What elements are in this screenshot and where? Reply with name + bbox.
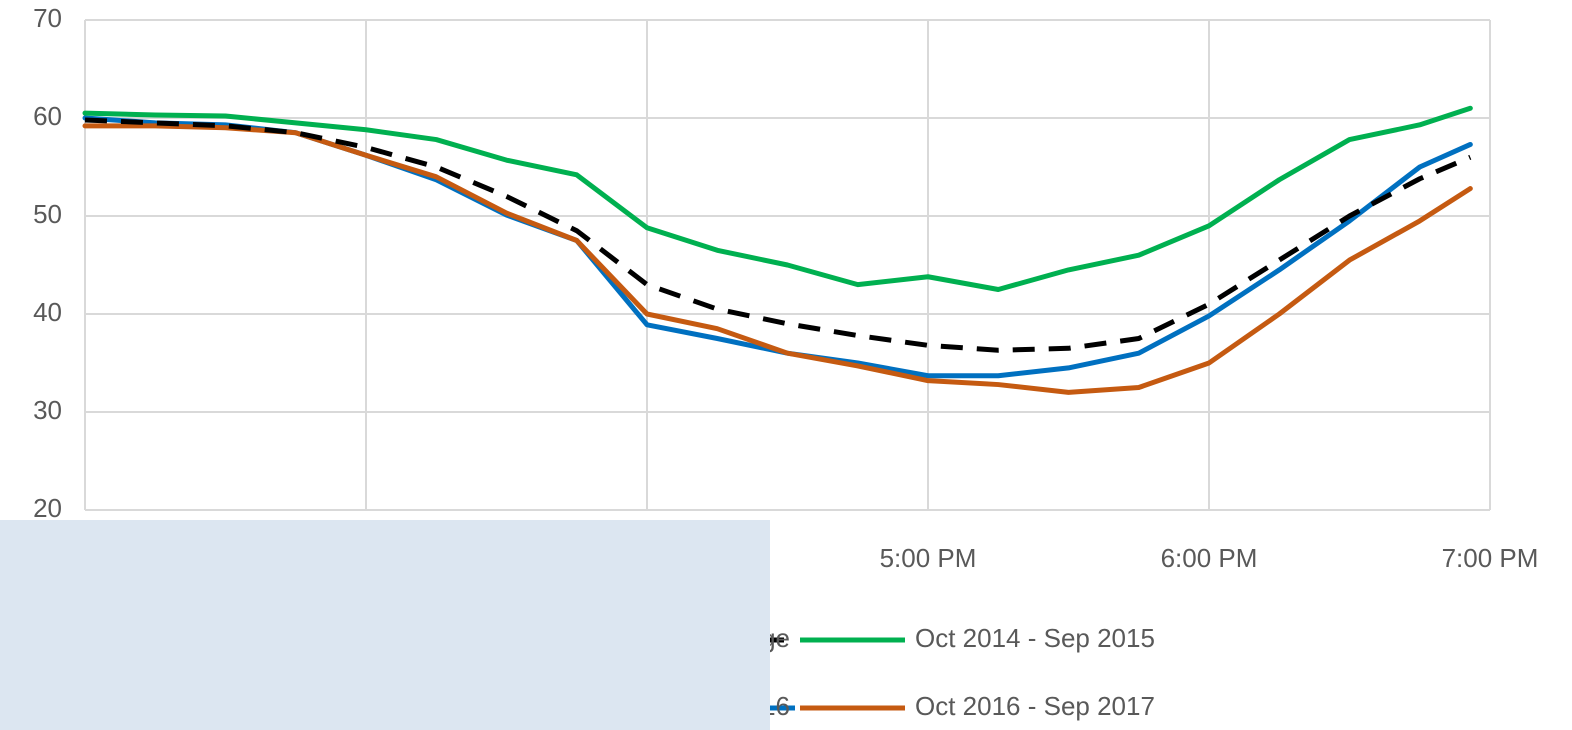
series-line bbox=[82, 123, 1473, 395]
y-tick-label: 30 bbox=[33, 395, 62, 425]
x-tick-label: 7:00 PM bbox=[1442, 543, 1539, 573]
series-line bbox=[82, 115, 1473, 379]
legend-label: Oct 2014 - Sep 2015 bbox=[915, 623, 1155, 653]
y-tick-label: 60 bbox=[33, 101, 62, 131]
series-line bbox=[84, 117, 1472, 353]
y-tick-label: 50 bbox=[33, 199, 62, 229]
y-tick-label: 70 bbox=[33, 3, 62, 33]
y-tick-label: 20 bbox=[33, 493, 62, 523]
x-tick-label: 6:00 PM bbox=[1161, 543, 1258, 573]
x-tick-label: 5:00 PM bbox=[880, 543, 977, 573]
series-line bbox=[82, 105, 1473, 292]
y-tick-label: 40 bbox=[33, 297, 62, 327]
legend-label: Oct 2016 - Sep 2017 bbox=[915, 691, 1155, 721]
overlay-panel bbox=[0, 520, 770, 730]
